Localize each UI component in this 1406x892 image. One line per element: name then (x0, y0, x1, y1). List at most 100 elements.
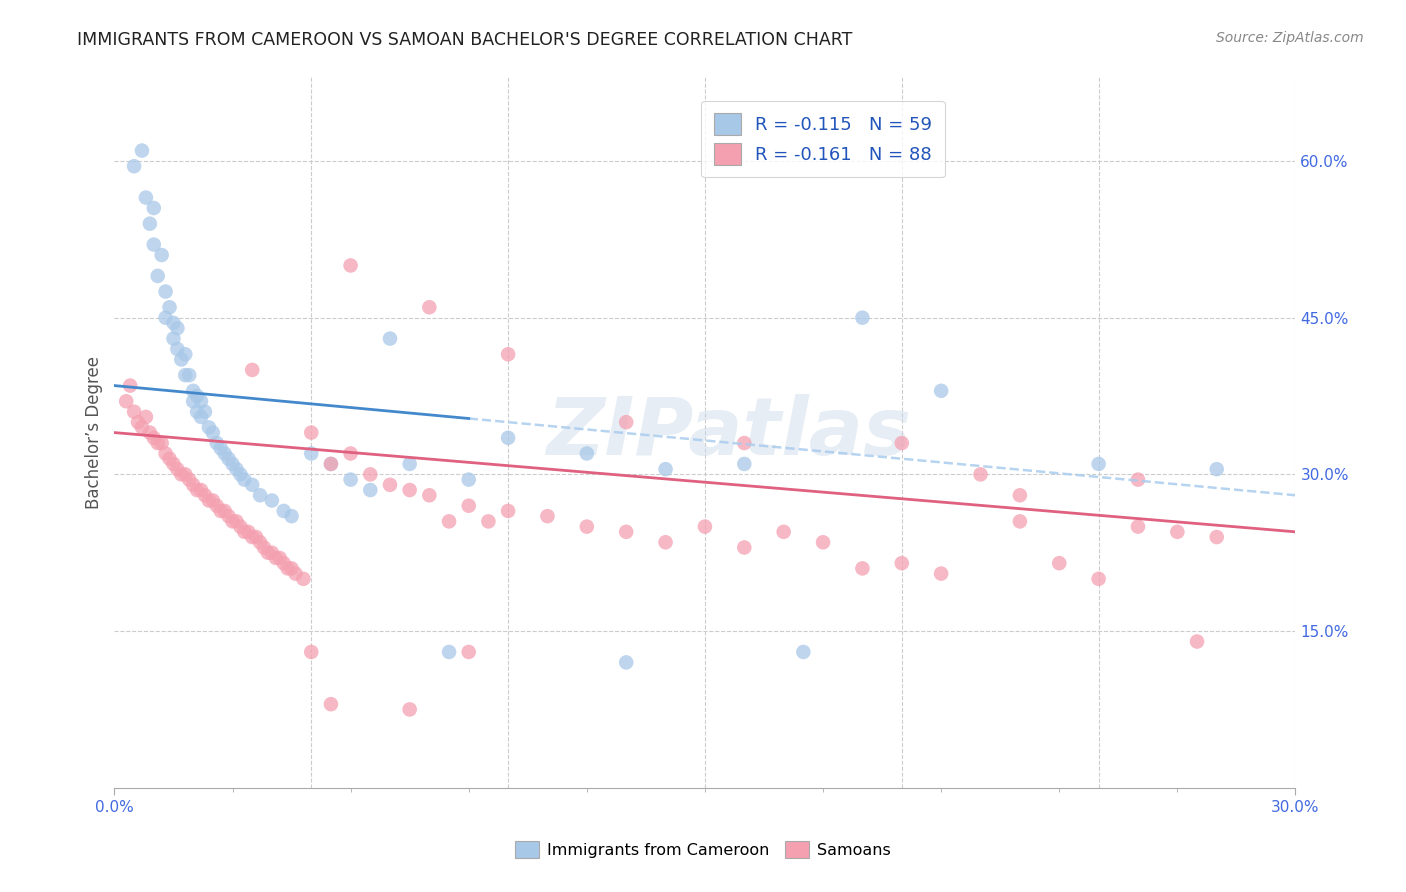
Point (792, 645, 814, 659)
Point (319, 697, 342, 711)
Point (292, 572, 315, 586)
Point (201, 425, 224, 440)
Point (122, 405, 145, 419)
Point (146, 436, 169, 450)
Point (225, 462, 247, 476)
Point (162, 316, 184, 330)
Point (359, 483, 381, 497)
Point (221, 515, 243, 529)
Point (890, 436, 912, 450)
Point (186, 405, 208, 419)
Point (418, 488, 440, 502)
Point (174, 368, 197, 383)
Point (155, 285, 177, 299)
Legend: R = -0.115   N = 59, R = -0.161   N = 88: R = -0.115 N = 59, R = -0.161 N = 88 (702, 101, 945, 178)
Point (209, 504, 232, 518)
Point (457, 473, 479, 487)
Point (264, 551, 287, 566)
Point (159, 451, 181, 466)
Point (929, 384, 952, 398)
Point (131, 420, 153, 434)
Point (120, 378, 142, 392)
Point (1087, 457, 1109, 471)
Point (733, 436, 755, 450)
Point (209, 442, 232, 456)
Point (139, 217, 162, 231)
Point (194, 405, 217, 419)
Point (733, 457, 755, 471)
Point (1205, 462, 1227, 476)
Point (174, 347, 197, 361)
Point (155, 310, 177, 325)
Point (280, 509, 302, 524)
Point (146, 268, 169, 283)
Point (170, 467, 193, 482)
Point (190, 483, 212, 497)
Point (229, 467, 252, 482)
Point (260, 493, 283, 508)
Point (229, 519, 252, 533)
Legend: Immigrants from Cameroon, Samoans: Immigrants from Cameroon, Samoans (509, 835, 897, 864)
Text: Source: ZipAtlas.com: Source: ZipAtlas.com (1216, 31, 1364, 45)
Point (299, 446, 322, 460)
Point (190, 409, 212, 424)
Point (201, 493, 224, 508)
Point (135, 190, 157, 204)
Point (378, 478, 401, 492)
Point (280, 561, 302, 575)
Point (929, 566, 952, 581)
Point (496, 504, 519, 518)
Point (194, 488, 217, 502)
Point (1087, 572, 1109, 586)
Point (174, 467, 197, 482)
Point (398, 483, 420, 497)
Point (969, 467, 991, 482)
Point (179, 368, 201, 383)
Point (214, 446, 236, 460)
Point (233, 524, 256, 539)
Point (654, 535, 676, 549)
Point (198, 493, 221, 508)
Point (273, 556, 295, 570)
Point (181, 384, 204, 398)
Point (127, 415, 149, 429)
Point (240, 530, 263, 544)
Point (233, 473, 256, 487)
Point (218, 509, 240, 524)
Point (693, 519, 716, 533)
Point (253, 541, 276, 555)
Point (190, 394, 212, 409)
Point (536, 509, 558, 524)
Point (437, 515, 460, 529)
Point (218, 451, 240, 466)
Y-axis label: Bachelor’s Degree: Bachelor’s Degree (86, 356, 103, 509)
Text: IMMIGRANTS FROM CAMEROON VS SAMOAN BACHELOR'S DEGREE CORRELATION CHART: IMMIGRANTS FROM CAMEROON VS SAMOAN BACHE… (77, 31, 852, 49)
Point (205, 436, 228, 450)
Point (1166, 524, 1188, 539)
Point (249, 535, 271, 549)
Point (398, 702, 420, 716)
Point (614, 415, 637, 429)
Point (614, 656, 637, 670)
Point (1205, 530, 1227, 544)
Point (398, 457, 420, 471)
Point (150, 248, 173, 262)
Text: ZIPatlas: ZIPatlas (546, 393, 911, 472)
Point (654, 462, 676, 476)
Point (339, 446, 361, 460)
Point (245, 530, 267, 544)
Point (1047, 556, 1070, 570)
Point (378, 332, 401, 346)
Point (277, 561, 299, 575)
Point (457, 645, 479, 659)
Point (221, 457, 243, 471)
Point (166, 342, 188, 356)
Point (181, 394, 204, 409)
Point (240, 478, 263, 492)
Point (437, 645, 460, 659)
Point (238, 524, 260, 539)
Point (299, 645, 322, 659)
Point (269, 551, 291, 566)
Point (214, 504, 236, 518)
Point (122, 159, 145, 173)
